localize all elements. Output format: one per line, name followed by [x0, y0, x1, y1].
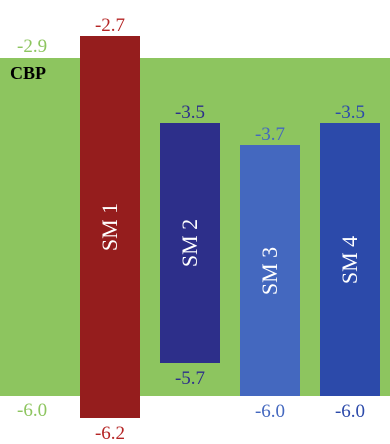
sm1-bottom-value: -6.2	[94, 422, 126, 444]
sm4-bar: SM 4	[320, 123, 380, 396]
sm2-bottom-value: -5.7	[174, 368, 206, 390]
sm4-top-value: -3.5	[334, 102, 366, 124]
sm3-bar: SM 3	[240, 145, 300, 396]
sm1-top-value: -2.7	[94, 15, 126, 37]
sm1-bar: SM 1	[80, 36, 140, 418]
sm3-label: SM 3	[256, 246, 282, 295]
sm2-top-value: -3.5	[174, 102, 206, 124]
sm3-bottom-value: -6.0	[254, 401, 286, 422]
sm1-label: SM 1	[96, 202, 122, 252]
cbp-top-value: -2.9	[17, 36, 48, 57]
cbp-label: CBP	[10, 63, 46, 83]
cbp-bottom-value: -6.0	[17, 400, 48, 421]
sm2-label: SM 2	[176, 219, 202, 268]
sm2-bar: SM 2	[160, 123, 220, 364]
sm4-bottom-value: -6.0	[334, 401, 366, 422]
sm3-top-value: -3.7	[254, 124, 286, 146]
sm4-label: SM 4	[336, 235, 362, 284]
